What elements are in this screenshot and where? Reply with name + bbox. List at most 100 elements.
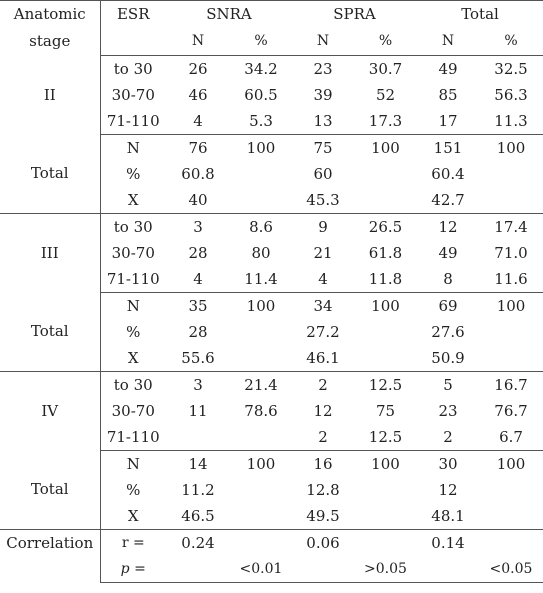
correlation-p-row: p = <0.01 >0.05 <0.05	[0, 555, 543, 583]
r-value-cell	[230, 528, 292, 556]
r-value-cell: 0.06	[292, 528, 354, 556]
value-cell: 34	[292, 291, 354, 319]
value-cell: 4	[318, 269, 328, 288]
header-esr-sub	[100, 28, 166, 56]
table-row: III to 30 3 8.6 9 26.5 12 17.4	[0, 212, 543, 292]
table-row: % 28 27.2 27.6	[0, 319, 543, 345]
stat-label-cell: %	[126, 480, 141, 499]
header-snra-pct: %	[230, 28, 292, 56]
value-cell: 40	[188, 190, 208, 209]
stat-label-cell: X	[127, 190, 139, 209]
esr-range-cell: to 30	[113, 59, 153, 78]
value-cell: 12	[417, 212, 479, 240]
value-cell: 60	[313, 164, 333, 183]
value-cell: 75	[375, 401, 396, 420]
value-cell: 60.5	[244, 85, 278, 104]
esr-range-cell: 30-70	[111, 85, 155, 104]
value-cell	[166, 424, 230, 451]
table-body: II to 30 26 34.2 23 30.7 49 32.5 30-70 46 60.5 39 52…	[0, 55, 543, 583]
value-cell: 3	[166, 212, 230, 240]
header-anatomic-stage: Anatomic stage	[0, 0, 101, 55]
header-snra: SNRA	[166, 0, 292, 29]
stat-label-cell: X	[127, 348, 139, 367]
value-cell: 13	[313, 111, 333, 130]
value-cell: 17.4	[479, 212, 543, 240]
table-row: 71-110 2 12.5 2 6.7	[0, 424, 543, 451]
value-cell	[479, 503, 543, 530]
r-value-cell: 0.14	[417, 528, 479, 556]
value-cell: 27.2	[306, 322, 340, 341]
value-cell	[479, 187, 543, 214]
table-row: % 11.2 12.8 12	[0, 477, 543, 503]
esr-range-cell: 30-70	[111, 401, 155, 420]
value-cell: 100	[354, 133, 417, 161]
value-cell: 46	[188, 85, 208, 104]
value-cell: 26.5	[354, 212, 417, 240]
value-cell: 11.6	[494, 269, 528, 288]
value-cell	[354, 187, 417, 214]
value-cell: 75	[292, 133, 354, 161]
correlation-r-row: Correlation r = 0.24 0.06 0.14	[0, 528, 543, 582]
value-cell: 21.4	[230, 370, 292, 398]
header-esr: ESR	[100, 0, 166, 29]
value-cell	[230, 477, 292, 503]
total-label: Total	[0, 134, 101, 213]
value-cell	[354, 319, 417, 345]
p-value-cell: <0.05	[479, 555, 543, 583]
value-cell: 17	[438, 111, 458, 130]
r-label: r =	[100, 528, 166, 556]
r-value-cell	[479, 528, 543, 556]
value-cell: 23	[438, 401, 458, 420]
value-cell: 46.1	[306, 348, 340, 367]
table-row: 30-70 46 60.5 39 52 85 56.3	[0, 82, 543, 108]
esr-range-cell: to 30	[100, 212, 166, 240]
value-cell: 4	[193, 269, 203, 288]
p-label: p =	[100, 555, 166, 583]
value-cell: 49.5	[306, 506, 340, 525]
correlation-label: Correlation	[0, 528, 101, 582]
value-cell	[230, 319, 292, 345]
header-spra: SPRA	[292, 0, 417, 29]
value-cell: 71.0	[494, 243, 528, 262]
table-row: Total N 76 100 75 100 151 100	[0, 133, 543, 213]
value-cell: 60.4	[431, 164, 465, 183]
table-row: 71-110 4 11.4 4 11.8 8 11.6	[0, 266, 543, 293]
value-cell: 52	[375, 85, 396, 104]
header-total-pct: %	[479, 28, 543, 56]
value-cell: 46.5	[181, 506, 215, 525]
table-row: IV to 30 3 21.4 2 12.5 5 16.7	[0, 370, 543, 450]
stat-label-cell: %	[126, 322, 141, 341]
table-row: II to 30 26 34.2 23 30.7 49 32.5	[0, 55, 543, 134]
p-symbol: p =	[120, 560, 146, 577]
esr-range-cell: 30-70	[111, 243, 155, 262]
table-row: % 60.8 60 60.4	[0, 161, 543, 187]
p-value-cell	[417, 555, 479, 583]
value-cell: 12.8	[306, 480, 340, 499]
value-cell: 16.7	[479, 370, 543, 398]
value-cell: 45.3	[306, 190, 340, 209]
value-cell: 12.5	[354, 370, 417, 398]
value-cell: 39	[313, 85, 333, 104]
value-cell: 11.4	[244, 269, 278, 288]
value-cell: 2	[318, 427, 328, 446]
value-cell: 100	[230, 291, 292, 319]
value-cell: 2	[292, 370, 354, 398]
p-value-cell	[292, 555, 354, 583]
value-cell	[479, 319, 543, 345]
value-cell	[230, 424, 292, 451]
header-total: Total	[417, 0, 543, 29]
value-cell: 28	[188, 322, 208, 341]
p-value-cell	[166, 555, 230, 583]
value-cell: 5	[417, 370, 479, 398]
value-cell	[354, 161, 417, 187]
value-cell: 50.9	[431, 348, 465, 367]
value-cell: 100	[479, 133, 543, 161]
value-cell: 60.8	[181, 164, 215, 183]
value-cell: 30	[417, 449, 479, 477]
table-row: Total N 14 100 16 100 30 100	[0, 449, 543, 529]
value-cell: 11.2	[181, 480, 215, 499]
value-cell	[230, 503, 292, 530]
value-cell: 85	[438, 85, 458, 104]
value-cell: 3	[166, 370, 230, 398]
value-cell	[354, 503, 417, 530]
